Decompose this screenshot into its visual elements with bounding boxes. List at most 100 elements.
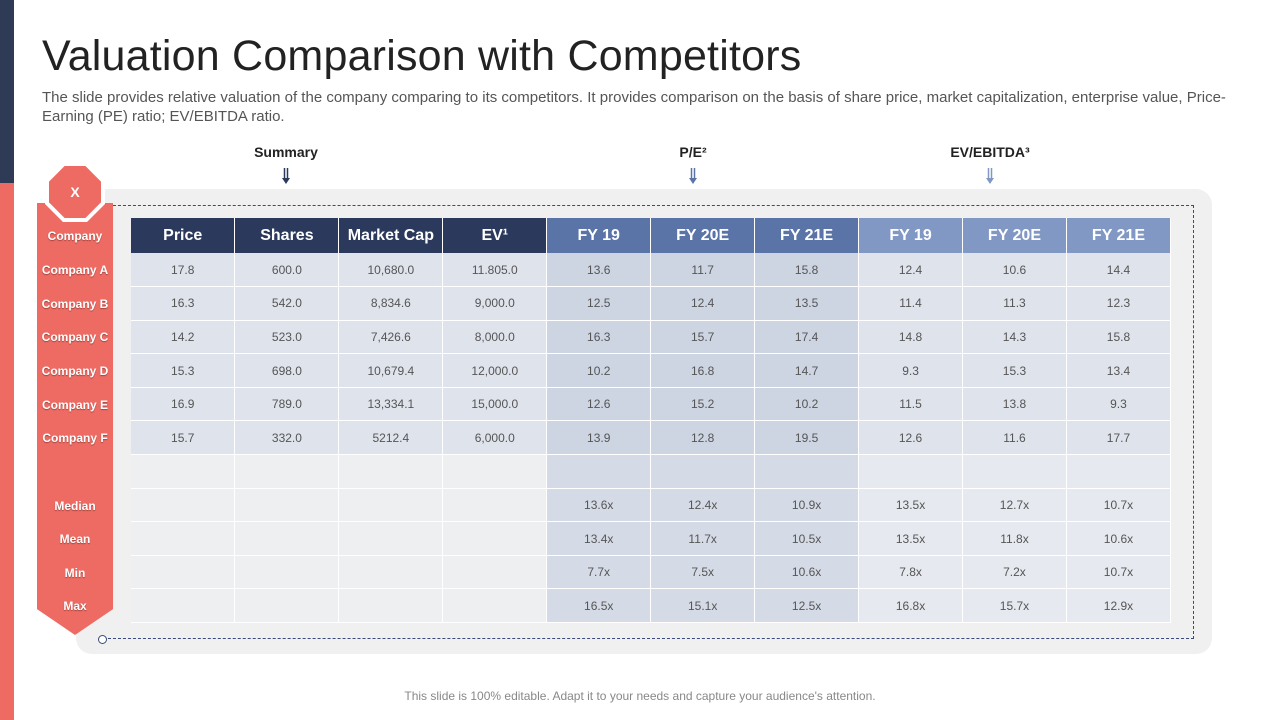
table-cell: 14.7 [754,353,860,388]
table-cell: 8,834.6 [338,286,444,321]
table-cell [131,588,236,624]
table-cell [234,588,340,624]
dashed-frame-dot [98,635,107,644]
table-cell: 9,000.0 [442,286,548,321]
table-cell [234,454,340,489]
col-header-ev-fy20e: FY 20E [962,218,1067,253]
table-cell: 15.8 [754,253,860,288]
col-header-price: Price [131,218,236,253]
table-cell: 7,426.6 [338,320,444,355]
table-cell: 10,679.4 [338,353,444,388]
table-row: 16.3 542.0 8,834.6 9,000.0 12.5 12.4 13.5 11.4 1… [131,286,1172,321]
page-title: Valuation Comparison with Competitors [42,32,802,80]
table-cell: 10.7x [1066,488,1172,523]
table-cell: 11.3 [962,286,1067,321]
left-accent-bar-red [0,183,14,720]
table-cell: 11.805.0 [442,253,548,288]
table-body: 17.8 600.0 10,680.0 11.805.0 13.6 11.7 15.8 12.… [131,253,1172,624]
table-cell: 15.7 [131,420,236,456]
table-cell: 12.4 [858,253,963,288]
table-cell [131,521,236,556]
arrow-down-icon [986,168,994,184]
table-cell [131,555,236,590]
table-cell [234,488,340,523]
table-cell: 10.2 [754,387,860,422]
table-cell [442,555,548,590]
table-row: 14.2 523.0 7,426.6 8,000.0 16.3 15.7 17.4 14.8 1… [131,320,1172,355]
table-row: 16.9 789.0 13,334.1 15,000.0 12.6 15.2 10.2 11.… [131,387,1172,422]
ribbon-row-label: Company F [42,431,108,445]
table-cell: 789.0 [234,387,340,422]
table-cell: 13.8 [962,387,1067,422]
ribbon-row-label: Company C [41,330,109,344]
table-cell [650,454,756,489]
table-cell: 8,000.0 [442,320,548,355]
table-cell: 19.5 [754,420,860,456]
table-cell: 11.7 [650,253,756,288]
table-cell: 15.3 [962,353,1067,388]
col-header-shares: Shares [234,218,340,253]
table-cell: 10.5x [754,521,860,556]
table-cell [131,488,236,523]
table-cell: 7.7x [546,555,652,590]
table-cell [962,454,1067,489]
table-cell: 11.6 [962,420,1067,456]
ribbon-row-label: Company A [41,263,109,277]
table-cell: 15.7 [650,320,756,355]
table-cell: 10.6x [754,555,860,590]
table-cell: 13.4 [1066,353,1172,388]
dashed-frame [103,205,1194,639]
table-cell: 14.4 [1066,253,1172,288]
table-cell: 11.5 [858,387,963,422]
group-label-pe: P/E² [679,144,707,160]
table-cell: 12.4x [650,488,756,523]
ribbon-row-label: Company E [41,398,108,412]
table-cell: 13,334.1 [338,387,444,422]
table-cell [1066,454,1172,489]
table-cell: 10.2 [546,353,652,388]
table-cell: 16.8x [858,588,963,624]
table-cell: 12.7x [962,488,1067,523]
table-row: 17.8 600.0 10,680.0 11.805.0 13.6 11.7 15.8 12.… [131,253,1172,288]
table-cell: 12.8 [650,420,756,456]
group-label-summary: Summary [254,144,318,160]
table-cell [338,454,444,489]
table-cell: 10.9x [754,488,860,523]
table-cell: 7.5x [650,555,756,590]
badge-icon: X [49,166,101,218]
table-row [131,454,1172,489]
table-cell [858,454,963,489]
table-cell: 13.6 [546,253,652,288]
table-cell: 10.6x [1066,521,1172,556]
table-cell: 15.1x [650,588,756,624]
col-header-pe-fy21e: FY 21E [754,218,860,253]
table-cell: 7.2x [962,555,1067,590]
table-cell [546,454,652,489]
table-cell: 14.2 [131,320,236,355]
col-header-pe-fy19: FY 19 [546,218,652,253]
table-cell [131,454,236,489]
table-cell: 7.8x [858,555,963,590]
table-cell: 13.9 [546,420,652,456]
table-cell: 332.0 [234,420,340,456]
ribbon-stat-label: Mean [59,532,91,546]
table-cell: 12.6 [858,420,963,456]
table-cell: 698.0 [234,353,340,388]
table-cell: 13.5x [858,521,963,556]
table-cell [338,588,444,624]
valuation-table: Price Shares Market Cap EV¹ FY 19 FY 20E… [131,218,1172,624]
table-cell: 15.2 [650,387,756,422]
ribbon-stat-label: Median [54,499,96,513]
table-cell: 5212.4 [338,420,444,456]
table-cell: 12.6 [546,387,652,422]
table-cell [234,521,340,556]
table-cell: 10.7x [1066,555,1172,590]
table-cell [442,488,548,523]
footer-note: This slide is 100% editable. Adapt it to… [404,689,876,703]
col-header-ev-fy19: FY 19 [858,218,963,253]
table-row: 15.3 698.0 10,679.4 12,000.0 10.2 16.8 14.7 9.3… [131,353,1172,388]
table-cell: 12.3 [1066,286,1172,321]
ribbon-row-label: Company D [41,364,109,378]
table-cell: 13.4x [546,521,652,556]
